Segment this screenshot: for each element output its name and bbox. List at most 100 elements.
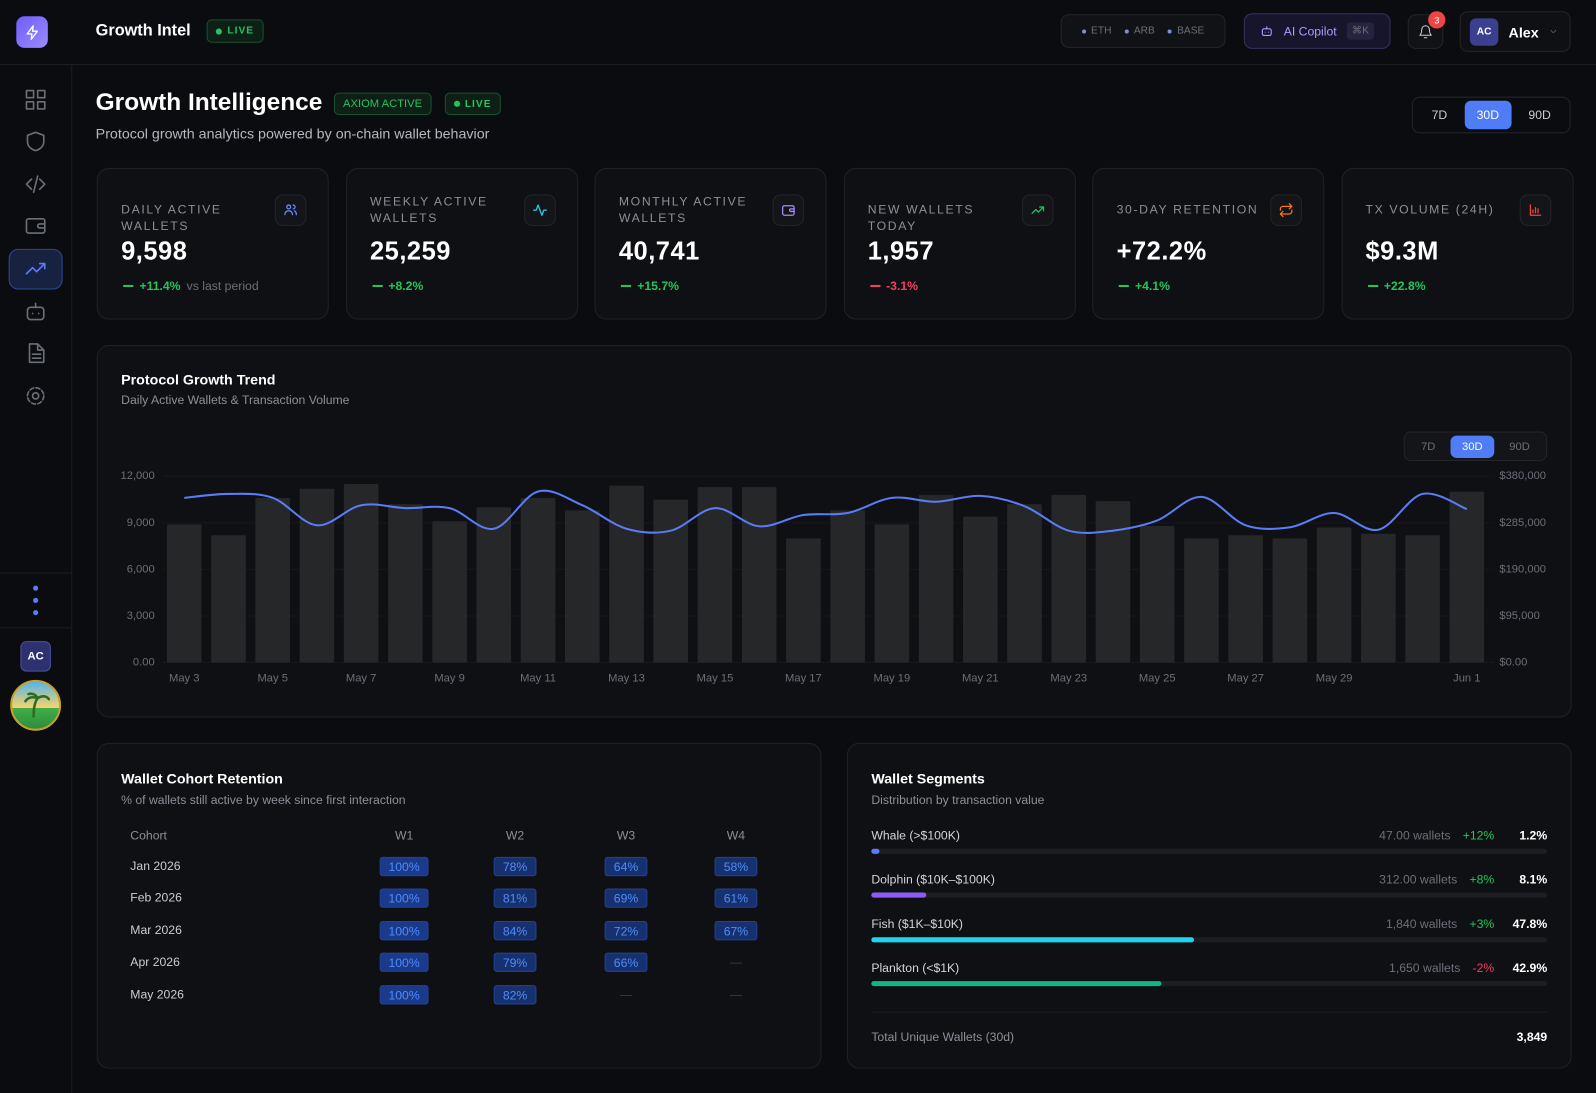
x-tick-label: May 15 — [697, 673, 734, 685]
retention-cell: 79% — [493, 952, 537, 973]
retention-cell: 58% — [714, 856, 758, 877]
copilot-button[interactable]: AI Copilot ⌘K — [1243, 13, 1391, 49]
bar — [786, 538, 821, 663]
retention-cell: 72% — [604, 920, 648, 941]
segment-change: -2% — [1472, 960, 1495, 975]
nav-wallet[interactable] — [25, 217, 46, 234]
palm — [24, 692, 51, 718]
retention-cell: 67% — [714, 920, 758, 941]
bar — [1449, 491, 1485, 663]
live-dot — [216, 27, 223, 35]
y-tick-label: 6,000 — [127, 563, 155, 575]
retention-cell: 84% — [493, 920, 537, 941]
kpi-label: DAILY ACTIVE WALLETS — [121, 202, 222, 234]
kpi-icon-glyph — [532, 204, 547, 216]
row-label: Apr 2026 — [130, 954, 180, 970]
bar — [1405, 535, 1440, 663]
more-dot[interactable] — [33, 585, 39, 591]
bar — [1361, 533, 1396, 663]
kpi-icon-glyph — [1030, 206, 1044, 214]
logo[interactable] — [16, 16, 48, 48]
sidebar: AC — [0, 65, 73, 1093]
change-indicator — [869, 285, 880, 287]
range-tab[interactable]: 30D — [1464, 100, 1512, 130]
range-tab[interactable]: 90D — [1528, 107, 1551, 123]
segment-track — [871, 936, 1548, 942]
user-avatar: AC — [1469, 18, 1499, 46]
nav-dashboard[interactable] — [25, 89, 46, 110]
chain-selector[interactable]: ETH ARB BASE — [1060, 14, 1226, 48]
bar — [1051, 494, 1087, 663]
total-label: Total Unique Wallets (30d) — [871, 1029, 1015, 1045]
nav-developer[interactable] — [25, 175, 46, 194]
segment-stats: 1,840 wallets +3% 47.8% — [1386, 917, 1547, 931]
y2-tick-label: $285,000 — [1499, 517, 1546, 529]
retention-cell: 61% — [714, 888, 758, 909]
segment-track — [871, 892, 1548, 898]
table-header: W2 — [505, 828, 525, 843]
segments-card: Wallet Segments Distribution by transact… — [846, 742, 1572, 1069]
bar — [653, 499, 689, 663]
change-value: +4.1% — [1134, 278, 1170, 294]
nav-security[interactable] — [26, 131, 45, 152]
user-name: Alex — [1508, 24, 1539, 41]
chain-item[interactable]: ETH — [1081, 25, 1111, 37]
bar — [918, 494, 954, 663]
bar — [166, 524, 202, 663]
more-dot[interactable] — [33, 597, 39, 603]
change-indicator — [620, 285, 632, 287]
nav-growth[interactable] — [25, 262, 46, 275]
chart-title: Protocol Growth Trend — [121, 371, 276, 388]
segment-track — [871, 848, 1548, 854]
sidebar-avatar[interactable]: AC — [20, 641, 51, 672]
chain-dot — [1081, 29, 1086, 34]
user-menu[interactable]: AC Alex — [1459, 11, 1571, 52]
kpi-change: +11.4% vs last period — [123, 279, 259, 293]
segment-stats: 312.00 wallets +8% 8.1% — [1379, 872, 1547, 886]
y-tick-label: 9,000 — [127, 517, 155, 529]
bar — [1228, 535, 1263, 663]
kpi-card: WEEKLY ACTIVE WALLETS 25,259 +8.2% — [345, 167, 578, 320]
empty-cell: — — [729, 986, 743, 1002]
chain-item[interactable]: ARB — [1124, 25, 1155, 37]
range-selector: 7D 30D 90D — [1411, 96, 1571, 134]
nav-settings[interactable] — [26, 386, 45, 405]
x-tick-label: May 25 — [1139, 673, 1176, 685]
bar — [1007, 504, 1042, 663]
segment-change: +12% — [1462, 828, 1495, 843]
more-dot[interactable] — [33, 610, 39, 616]
segment-change: +3% — [1469, 916, 1495, 931]
nav-bot[interactable] — [26, 302, 45, 321]
kpi-card: DAILY ACTIVE WALLETS 9,598 +11.4% vs last p… — [96, 167, 329, 320]
segment-stats: 47.00 wallets +12% 1.2% — [1379, 828, 1547, 842]
retention-cell: 100% — [379, 888, 429, 909]
x-tick-label: May 7 — [346, 673, 376, 685]
segment-share: 42.9% — [1512, 960, 1548, 975]
chain-item[interactable]: BASE — [1167, 25, 1204, 37]
range-tab[interactable]: 90D — [1509, 440, 1530, 453]
x-tick-label: May 27 — [1227, 673, 1264, 685]
x-tick-label: May 5 — [257, 673, 287, 685]
kpi-icon-glyph — [1279, 203, 1293, 218]
chart-range-selector: 7D 30D 90D — [1403, 431, 1548, 462]
nav-reports[interactable] — [28, 343, 45, 364]
kpi-change: +22.8% — [1367, 279, 1426, 293]
change-indicator — [372, 285, 383, 287]
range-tab[interactable]: 30D — [1450, 435, 1494, 458]
range-tab[interactable]: 7D — [1431, 107, 1448, 123]
page-title: Growth Intelligence — [95, 88, 323, 117]
retention-cell: 82% — [493, 984, 537, 1005]
retention-cell: 100% — [379, 952, 429, 973]
shortcut: ⌘K — [1346, 22, 1375, 40]
table-header: W1 — [394, 828, 414, 843]
range-tab[interactable]: 7D — [1421, 440, 1436, 453]
kpi-label: TX VOLUME (24H) — [1365, 202, 1495, 217]
row-label: Jan 2026 — [130, 858, 181, 874]
cohort-card: Wallet Cohort Retention % of wallets sti… — [96, 742, 822, 1069]
row-label: Mar 2026 — [130, 922, 182, 938]
kpi-value: 1,957 — [867, 237, 934, 266]
x-tick-label: May 19 — [874, 673, 911, 685]
y-tick-label: 3,000 — [127, 610, 155, 622]
segment-bar — [871, 936, 1195, 942]
kpi-card: NEW WALLETS TODAY 1,957 -3.1% — [843, 167, 1076, 320]
